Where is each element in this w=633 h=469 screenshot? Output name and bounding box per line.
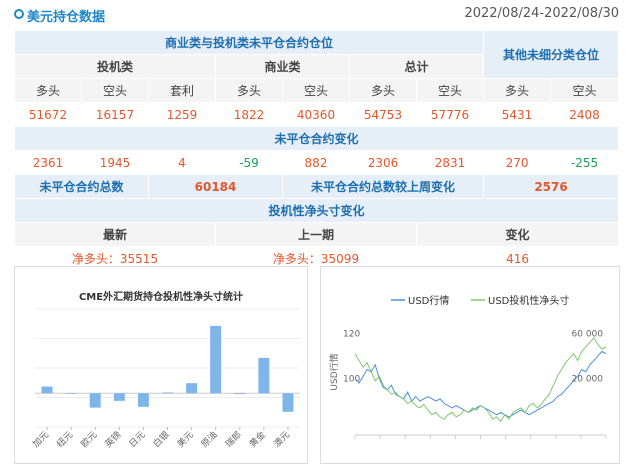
- bar-chart-panel: CME外汇期货持仓投机性净头寸统计 加元 纽元 欧元 英镑 日元 白银 美元 原油 瑞郎 黄金 澳元: [14, 266, 308, 464]
- x-tick-label: 原油: [199, 429, 220, 450]
- bar: [89, 393, 101, 408]
- position-value: 40360: [282, 102, 350, 127]
- position-value: 54753: [349, 102, 417, 127]
- header-total: 总计: [348, 54, 485, 79]
- net-header-latest: 最新: [14, 222, 216, 247]
- change-value: 882: [282, 150, 350, 175]
- bar: [234, 393, 246, 395]
- position-value: 2408: [550, 102, 620, 127]
- bar: [137, 393, 149, 407]
- right-tick-label: 20 000: [572, 375, 604, 385]
- col-label: 多头: [14, 78, 82, 103]
- position-value: 16157: [81, 102, 149, 127]
- bar: [186, 383, 198, 394]
- col-label: 多头: [215, 78, 283, 103]
- bar: [282, 393, 294, 412]
- col-label: 空头: [282, 78, 350, 103]
- x-tick-label: 欧元: [78, 429, 99, 450]
- bar: [113, 393, 125, 401]
- x-tick-label: 黄金: [247, 429, 268, 450]
- bar: [258, 357, 270, 394]
- oi-change-label: 未平仓合约总数较上周变化: [281, 174, 485, 199]
- net-header-prev: 上一期: [215, 222, 417, 247]
- change-value: 2831: [415, 150, 485, 175]
- other-title: 其他未细分类仓位: [483, 30, 620, 79]
- col-label: 空头: [81, 78, 149, 103]
- left-axis-label: USD行情: [328, 353, 340, 390]
- bar: [162, 392, 173, 394]
- line-chart: USD行情 USD投机性净头寸 120 100 60 000 20 000 USD行情: [328, 294, 607, 439]
- oi-change-value: 2576: [483, 174, 620, 199]
- change-value: 270: [483, 150, 552, 175]
- change-value: -59: [215, 150, 283, 175]
- change-title: 未平仓合约变化: [13, 126, 620, 151]
- page-header: 美元持仓数据 2022/08/24-2022/08/30: [0, 0, 633, 28]
- x-tick-label: 纽元: [54, 429, 75, 450]
- legend-label: USD行情: [408, 294, 449, 307]
- bar: [41, 386, 53, 394]
- bar: [65, 393, 77, 394]
- x-tick-label: 日元: [127, 429, 148, 450]
- change-value: 4: [148, 150, 216, 175]
- left-tick-label: 120: [343, 329, 360, 339]
- series-line: [354, 350, 607, 418]
- x-tick-label: 加元: [31, 429, 52, 450]
- col-label: 多头: [483, 78, 552, 103]
- net-title: 投机性净头寸变化: [13, 198, 620, 223]
- header-commercial: 商业类: [215, 54, 350, 79]
- page-title: 美元持仓数据: [27, 10, 106, 25]
- change-value: 2306: [349, 150, 417, 175]
- col-label: 套利: [148, 78, 216, 103]
- change-value: -255: [550, 150, 620, 175]
- position-value: 1822: [215, 102, 283, 127]
- col-label: 空头: [415, 78, 485, 103]
- position-value: 51672: [14, 102, 82, 127]
- left-tick-label: 100: [343, 375, 360, 385]
- bullet-icon: [14, 9, 24, 19]
- legend-label: USD投机性净头寸: [488, 294, 569, 307]
- series-line: [354, 336, 607, 423]
- x-tick-label: 英镑: [102, 429, 123, 450]
- oi-total-value: 60184: [148, 174, 283, 199]
- line-chart-panel: USD行情 USD投机性净头寸 120 100 60 000 20 000 USD行情: [320, 266, 620, 464]
- change-value: 2361: [14, 150, 82, 175]
- group-title: 商业类与投机类未平仓合约仓位: [13, 30, 485, 55]
- right-tick-label: 60 000: [572, 329, 604, 339]
- col-label: 多头: [349, 78, 417, 103]
- cot-table: 商业类与投机类未平仓合约仓位 其他未细分类仓位 投机类 商业类 总计 多头 空头…: [13, 30, 620, 271]
- oi-total-label: 未平仓合约总数: [14, 174, 149, 199]
- position-value: 1259: [148, 102, 216, 127]
- x-tick-label: 白银: [150, 429, 171, 450]
- bar-chart-title: CME外汇期货持仓投机性净头寸统计: [79, 290, 243, 303]
- bar: [210, 325, 222, 394]
- change-value: 1945: [81, 150, 149, 175]
- position-value: 57776: [415, 102, 485, 127]
- x-tick-label: 瑞郎: [223, 429, 244, 450]
- date-range: 2022/08/24-2022/08/30: [464, 6, 619, 21]
- x-tick-label: 澳元: [271, 429, 292, 450]
- x-tick-label: 美元: [174, 429, 195, 450]
- col-label: 空头: [550, 78, 620, 103]
- header-speculative: 投机类: [14, 54, 216, 79]
- bar-chart: CME外汇期货持仓投机性净头寸统计 加元 纽元 欧元 英镑 日元 白银 美元 原油 瑞郎 黄金 澳元: [31, 290, 300, 450]
- net-header-change: 变化: [415, 222, 620, 247]
- position-value: 5431: [483, 102, 552, 127]
